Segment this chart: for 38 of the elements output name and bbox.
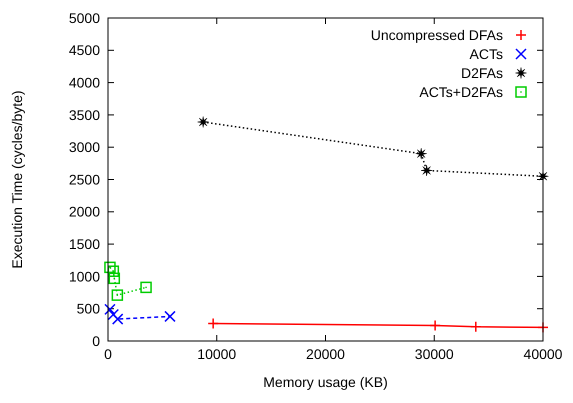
y-tick-label: 3500 <box>68 106 100 123</box>
x-tick-label: 0 <box>104 346 112 362</box>
point <box>112 289 124 301</box>
x-tick-label: 30000 <box>414 346 454 362</box>
point <box>470 321 482 333</box>
y-tick-label: 1000 <box>68 268 100 284</box>
y-tick-label: 500 <box>76 300 100 317</box>
point <box>104 304 116 316</box>
point <box>108 272 120 284</box>
y-tick-label: 3000 <box>68 139 100 156</box>
legend-label: D2FAs <box>460 64 503 81</box>
legend-label: ACTs+D2FAs <box>419 84 503 100</box>
point <box>537 322 549 334</box>
point <box>429 320 441 332</box>
point <box>108 265 120 277</box>
y-tick-label: 4500 <box>68 42 100 58</box>
y-tick-label: 5000 <box>68 10 100 26</box>
y-tick-label: 4000 <box>68 74 100 90</box>
point <box>112 313 124 325</box>
point <box>164 310 176 322</box>
legend-label: ACTs <box>470 46 503 62</box>
point <box>415 148 427 160</box>
point <box>420 164 432 176</box>
point <box>108 308 120 320</box>
point <box>104 262 116 274</box>
y-axis-title: Execution Time (cycles/byte) <box>9 90 25 269</box>
x-tick-label: 10000 <box>197 346 236 362</box>
y-tick-label: 1500 <box>68 236 100 252</box>
point <box>207 318 219 330</box>
y-tick-label: 0 <box>92 332 100 349</box>
x-axis-title: Memory usage (KB) <box>263 374 388 390</box>
point <box>140 282 152 294</box>
y-tick-label: 2500 <box>68 171 100 188</box>
point <box>197 116 209 128</box>
x-tick-label: 20000 <box>306 346 346 362</box>
x-tick-label: 40000 <box>524 346 563 362</box>
legend-label: Uncompressed DFAs <box>370 26 503 43</box>
y-tick-label: 2000 <box>68 204 100 220</box>
